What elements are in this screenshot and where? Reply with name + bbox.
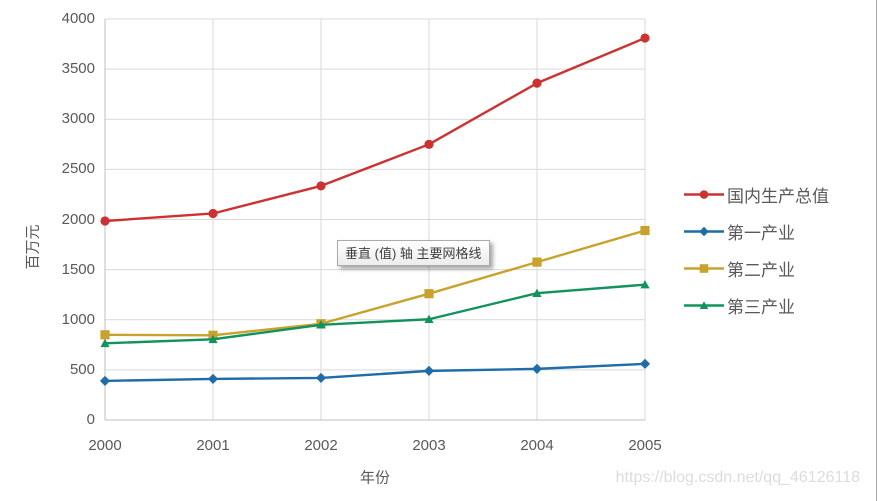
- triangle-legend-swatch: [684, 301, 724, 310]
- legend-item-第三产业[interactable]: 第三产业: [684, 291, 829, 320]
- x-tick-label: 2000: [88, 437, 122, 454]
- data-point-国内生产总值-2002[interactable]: [316, 181, 326, 191]
- circle-legend-swatch: [684, 190, 724, 199]
- data-point-国内生产总值-2000[interactable]: [100, 216, 110, 226]
- legend-label: 第三产业: [727, 298, 795, 317]
- y-tick-label: 0: [86, 411, 95, 428]
- y-axis-title: 百万元: [24, 224, 42, 270]
- legend-item-第一产业[interactable]: 第一产业: [684, 217, 829, 246]
- square-legend-swatch: [684, 264, 724, 273]
- legend-label: 国内生产总值: [727, 187, 829, 206]
- data-point-第二产业-2003[interactable]: [424, 289, 434, 299]
- data-point-第三产业-2002[interactable]: [316, 320, 326, 329]
- diamond-legend-swatch: [684, 226, 724, 237]
- gridlines-hover-tooltip: 垂直 (值) 轴 主要网格线: [337, 240, 490, 266]
- chart-legend: 国内生产总值 第一产业第二产业第三产业: [684, 180, 829, 320]
- legend-item-第二产业[interactable]: 第二产业: [684, 254, 829, 283]
- window-right-border: [876, 0, 877, 501]
- data-point-国内生产总值-2005[interactable]: [640, 33, 650, 43]
- x-axis-title: 年份: [359, 469, 391, 487]
- x-tick-label: 2004: [520, 437, 554, 454]
- series-line[interactable]: [103, 229, 647, 337]
- x-tick-label: 2001: [196, 437, 230, 454]
- data-point-第一产业-2005[interactable]: [639, 358, 651, 369]
- data-point-第一产业-2003[interactable]: [423, 365, 435, 376]
- data-point-第三产业-2005[interactable]: [640, 280, 650, 289]
- y-tick-label: 4000: [61, 10, 95, 27]
- legend-label: 第二产业: [727, 261, 795, 280]
- x-tick-label: 2003: [412, 437, 446, 454]
- series-line[interactable]: [103, 283, 647, 345]
- x-tick-label: 2002: [304, 437, 338, 454]
- legend-label: 第一产业: [727, 224, 795, 243]
- data-point-第一产业-2002[interactable]: [315, 372, 327, 383]
- legend-item-国内生产总值[interactable]: 国内生产总值: [684, 180, 829, 209]
- diamond-icon: [699, 226, 709, 237]
- data-point-第一产业-2001[interactable]: [207, 373, 219, 384]
- data-point-国内生产总值-2003[interactable]: [424, 139, 434, 149]
- y-tick-label: 3500: [61, 60, 95, 78]
- data-point-第二产业-2000[interactable]: [100, 330, 110, 340]
- y-tick-label: 3000: [61, 110, 95, 128]
- data-point-国内生产总值-2001[interactable]: [208, 208, 218, 219]
- csdn-watermark: https://blog.csdn.net/qq_46126118: [615, 469, 860, 486]
- data-point-第一产业-2004[interactable]: [531, 363, 543, 374]
- series-line[interactable]: [103, 36, 647, 223]
- data-point-第一产业-2000[interactable]: [99, 375, 111, 386]
- y-tick-label: 2000: [61, 210, 95, 228]
- circle-icon: [699, 190, 709, 199]
- square-icon: [699, 264, 709, 273]
- x-tick-label: 2005: [628, 437, 662, 454]
- data-point-第三产业-2000[interactable]: [100, 338, 110, 348]
- data-point-国内生产总值-2004[interactable]: [532, 78, 542, 88]
- y-tick-label: 2500: [61, 160, 95, 178]
- data-point-第三产业-2004[interactable]: [532, 288, 542, 297]
- y-tick-label: 1000: [61, 310, 95, 328]
- data-point-第二产业-2004[interactable]: [532, 257, 542, 267]
- data-point-第三产业-2003[interactable]: [424, 314, 434, 324]
- y-tick-label: 1500: [61, 260, 95, 278]
- data-point-第三产业-2001[interactable]: [208, 334, 218, 344]
- triangle-icon: [699, 301, 709, 310]
- data-point-第二产业-2005[interactable]: [640, 225, 650, 236]
- y-tick-label: 500: [69, 360, 95, 378]
- series-line[interactable]: [103, 362, 647, 383]
